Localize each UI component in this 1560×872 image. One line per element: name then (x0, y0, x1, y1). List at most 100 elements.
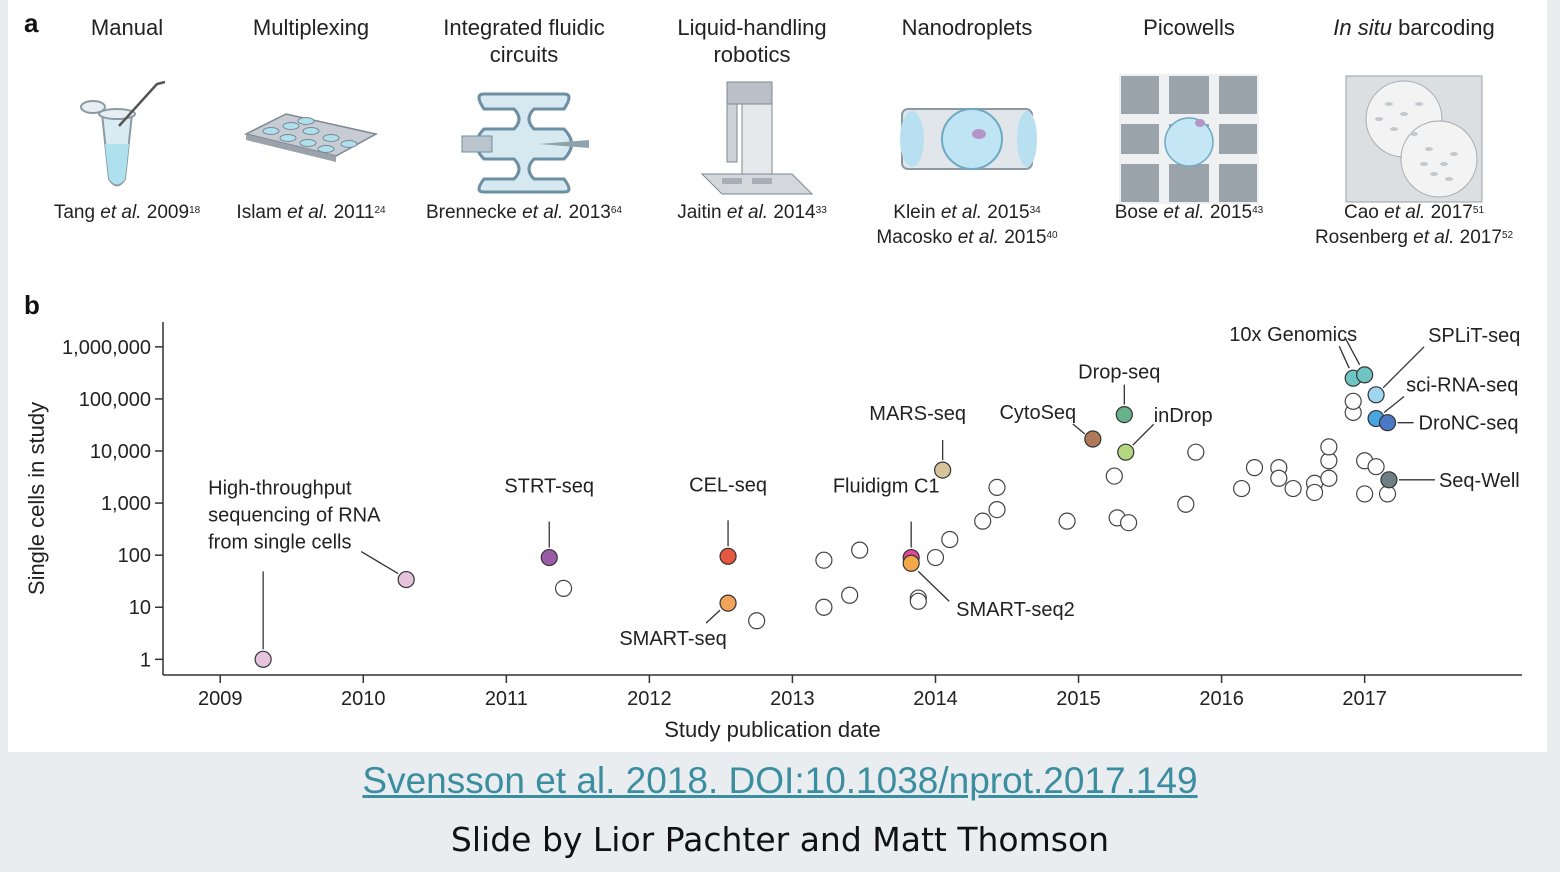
highlighted-point (1115, 406, 1133, 424)
tech-title: Integrated fluidic circuits (443, 15, 605, 67)
data-point (1245, 459, 1264, 477)
ref-year: 2017 (1430, 202, 1473, 223)
highlighted-point (540, 548, 558, 567)
data-point (1356, 485, 1374, 503)
ref-number: 52 (1501, 230, 1514, 241)
droplet-channel-icon (900, 108, 1037, 170)
ref-et-al: et al. (1413, 227, 1455, 248)
data-point (974, 512, 992, 530)
data-point (1187, 443, 1205, 461)
annotation-label: Seq-Well (1439, 470, 1520, 492)
ref-year: 2015 (1209, 202, 1253, 223)
scatter-chart: 1 10 100 1,000 10,000 100,000 1,000,000 2009 201… (24, 322, 1522, 742)
data-point (554, 579, 573, 598)
annotation-label: MARS-seq (869, 403, 966, 425)
citation-link[interactable]: Svensson et al. 2018. DOI:10.1038/nprot.… (362, 760, 1198, 801)
data-point (926, 548, 945, 567)
data-point (1120, 514, 1138, 532)
tech-robotics: Liquid-handling robotics (647, 14, 857, 209)
y-tick-label: 10,000 (90, 441, 151, 463)
annotation-label: 10x Genomics (1229, 324, 1357, 346)
highlighted-point (719, 547, 737, 565)
tech-multiplexing: Multiplexing (206, 14, 416, 209)
annotation-leader (1338, 345, 1350, 369)
data-point (909, 592, 927, 610)
x-tick-label: 2017 (1342, 688, 1387, 710)
ref-et-al: et al. (100, 202, 142, 223)
ref-number: 51 (1472, 205, 1485, 216)
data-point (1105, 467, 1123, 485)
ref-number: 34 (1029, 205, 1041, 216)
highlighted-point (934, 461, 952, 479)
tech-ref-manual: Tang et al. 200918 (0, 200, 257, 225)
annotation-leader (917, 570, 950, 602)
highlighted-point (719, 594, 737, 612)
highlighted-point (1367, 386, 1385, 404)
ref-author: Islam (236, 202, 282, 223)
data-point (1284, 479, 1302, 498)
ref-year: 2013 (568, 202, 611, 223)
fluidic-circuit-icon (461, 92, 589, 194)
annotation-label: SMART-seq (619, 628, 726, 650)
ref-number: 40 (1046, 230, 1058, 241)
annotation-label: CytoSeq (999, 402, 1076, 424)
ref-et-al: et al. (1163, 202, 1205, 223)
y-axis-label: Single cells in study (24, 402, 49, 595)
x-axis-label: Study publication date (664, 717, 881, 742)
data-point (815, 551, 833, 569)
y-tick-label: 1,000 (101, 493, 151, 515)
ref-et-al: et al. (726, 202, 769, 223)
highlighted-point (1356, 366, 1374, 384)
annotation-label: DroNC-seq (1419, 413, 1519, 435)
ref-year: 2009 (146, 202, 190, 223)
tech-nanodroplets: Nanodroplets (862, 14, 1072, 209)
annotation-leader (1072, 423, 1086, 435)
tech-manual: Manual (22, 14, 232, 209)
data-point (1233, 479, 1251, 498)
tech-ref-picowells: Bose et al. 201543 (1059, 200, 1319, 225)
data-point (941, 530, 959, 549)
annotation-label: inDrop (1154, 405, 1213, 427)
annotation-leader (705, 609, 721, 624)
highlighted-point (397, 570, 415, 589)
highlighted-point (1378, 414, 1397, 432)
x-tick-label: 2016 (1199, 688, 1244, 710)
tech-ref-fluidic: Brennecke et al. 201364 (394, 200, 654, 225)
data-point (1367, 458, 1385, 476)
ref-author: Klein (893, 202, 936, 223)
tech-in-situ-barcoding: In situ barcoding (1309, 14, 1519, 209)
x-tick-label: 2015 (1056, 688, 1101, 710)
ref-number: 18 (189, 205, 201, 216)
highlighted-point (902, 554, 920, 572)
tech-title: In situ barcoding (1309, 14, 1519, 68)
microtube-icon (80, 80, 166, 187)
ref-year: 2011 (333, 202, 375, 223)
ref-et-al: et al. (940, 202, 983, 223)
tech-title: Multiplexing (252, 15, 370, 40)
x-tick-label: 2012 (627, 688, 672, 710)
barcoded-cells-icon (1345, 75, 1483, 203)
tech-ref-in-situ: Cao et al. 201751 Rosenberg et al. 20175… (1284, 200, 1544, 250)
data-point (988, 500, 1006, 519)
y-tick-label: 100,000 (79, 389, 151, 411)
ref-author: Macosko (876, 227, 953, 248)
ref-author: Cao (1343, 202, 1379, 223)
data-point (1344, 392, 1362, 410)
annotation-leader (1382, 346, 1425, 389)
ref-author: Tang (53, 202, 96, 223)
tech-ref-nanodroplets: Klein et al. 201534 Macosko et al. 20154… (837, 200, 1097, 250)
y-tick-label: 1,000,000 (62, 337, 151, 359)
annotation-leader (1344, 336, 1361, 366)
ref-number: 33 (815, 205, 827, 216)
annotation-leader (1383, 396, 1405, 414)
data-point (988, 478, 1006, 497)
annotation-leader (360, 551, 399, 575)
x-tick-label: 2014 (913, 688, 958, 710)
annotation-label: from single cells (208, 531, 351, 553)
ref-number: 64 (610, 205, 622, 216)
ref-year: 2015 (987, 202, 1030, 223)
ref-year: 2014 (773, 202, 816, 223)
ref-et-al: et al. (1384, 202, 1426, 223)
y-tick-label: 1 (140, 649, 151, 671)
tech-title-italic: In situ (1333, 15, 1392, 40)
